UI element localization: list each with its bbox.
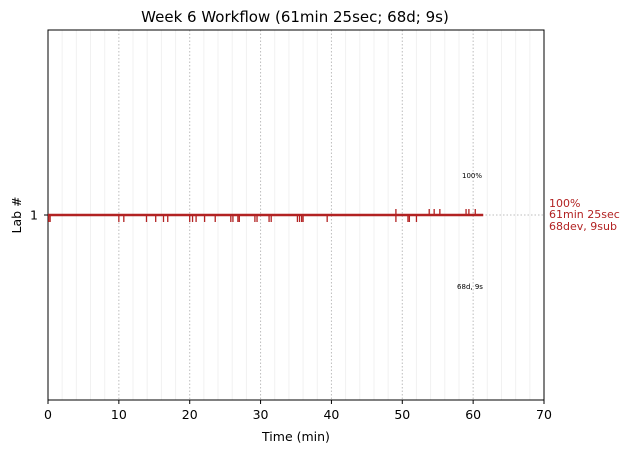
- x-tick-label: 0: [44, 407, 52, 422]
- x-tick-label: 60: [465, 407, 481, 422]
- x-tick-label: 30: [253, 407, 269, 422]
- y-tick-label: 1: [30, 208, 38, 223]
- x-tick-label: 20: [182, 407, 198, 422]
- y-axis-label: Lab #: [9, 196, 24, 233]
- annotation-line-3: 68dev, 9sub: [549, 220, 617, 233]
- x-tick-label: 40: [323, 407, 339, 422]
- top-percent-label: 100%: [462, 172, 482, 180]
- chart-title: Week 6 Workflow (61min 25sec; 68d; 9s): [141, 8, 449, 26]
- x-tick-label: 70: [536, 407, 552, 422]
- annotation-line-2: 61min 25sec: [549, 208, 620, 221]
- x-tick-label: 10: [111, 407, 127, 422]
- right-annotation: 100% 61min 25sec 68dev, 9sub: [549, 197, 620, 233]
- series-marks: [48, 209, 484, 222]
- annotation-line-1: 100%: [549, 197, 580, 210]
- y-axis: 1: [30, 208, 48, 223]
- x-axis: 0 10 20 30 40 50 60 70: [44, 400, 552, 422]
- x-axis-label: Time (min): [261, 429, 330, 444]
- bottom-count-label: 68d, 9s: [457, 283, 483, 291]
- x-tick-label: 50: [394, 407, 410, 422]
